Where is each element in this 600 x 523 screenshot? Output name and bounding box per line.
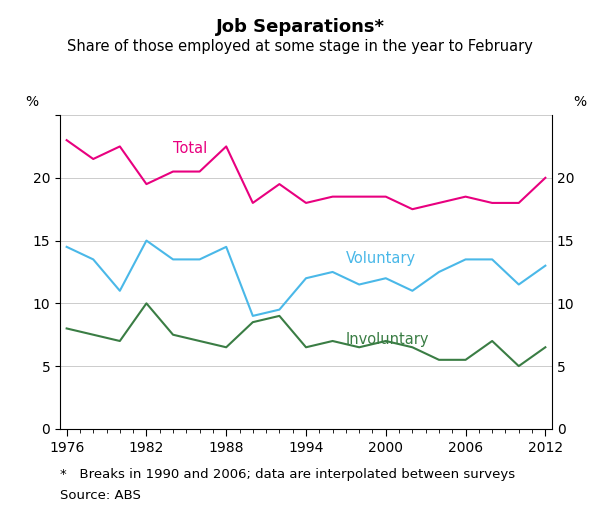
- Text: %: %: [574, 95, 586, 109]
- Text: Job Separations*: Job Separations*: [215, 18, 385, 36]
- Text: Source: ABS: Source: ABS: [60, 489, 141, 502]
- Text: Voluntary: Voluntary: [346, 251, 416, 266]
- Text: %: %: [26, 95, 38, 109]
- Text: Total: Total: [173, 141, 207, 156]
- Text: *   Breaks in 1990 and 2006; data are interpolated between surveys: * Breaks in 1990 and 2006; data are inte…: [60, 468, 515, 481]
- Text: Share of those employed at some stage in the year to February: Share of those employed at some stage in…: [67, 39, 533, 54]
- Text: Involuntary: Involuntary: [346, 332, 430, 347]
